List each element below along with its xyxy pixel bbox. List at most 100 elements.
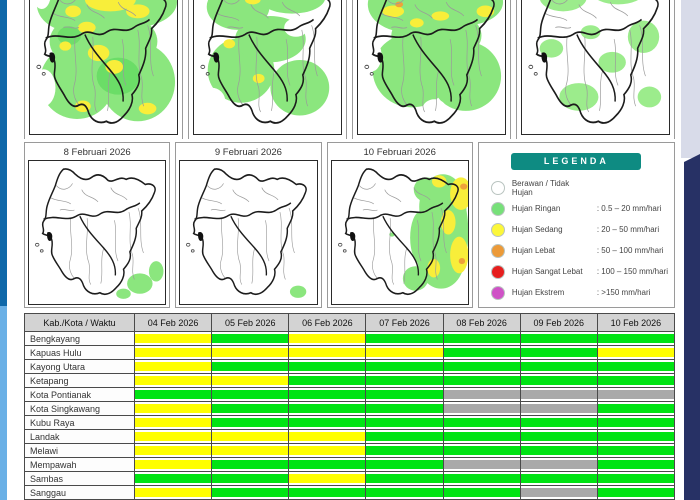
table-row: Sambas bbox=[24, 471, 676, 486]
forecast-color-band bbox=[289, 446, 365, 455]
table-date-header: 09 Feb 2026 bbox=[519, 313, 598, 332]
right-accent-stripe-top bbox=[681, 0, 700, 158]
forecast-color-band bbox=[444, 474, 520, 483]
table-row: Kota Pontianak bbox=[24, 387, 676, 402]
forecast-table: Kab./Kota / Waktu 04 Feb 2026 05 Feb 2026 0… bbox=[24, 313, 676, 500]
legend-item: Berawan / Tidak Hujan bbox=[485, 177, 668, 198]
forecast-color-band bbox=[366, 404, 443, 413]
forecast-color-band bbox=[135, 488, 211, 497]
region-name-cell: Kota Singkawang bbox=[24, 401, 135, 416]
legend-item-name: Hujan Sedang bbox=[511, 225, 563, 234]
forecast-color-band bbox=[366, 418, 443, 427]
legend-item: Hujan Sedang: 20 – 50 mm/hari bbox=[485, 219, 668, 240]
forecast-cell-gray bbox=[442, 401, 521, 416]
rain-map-9feb bbox=[179, 160, 318, 305]
forecast-color-band bbox=[366, 390, 443, 399]
forecast-cell-yellow bbox=[133, 331, 213, 346]
forecast-color-band bbox=[598, 376, 674, 385]
forecast-color-band bbox=[598, 446, 674, 455]
forecast-cell-yellow bbox=[288, 471, 367, 486]
forecast-color-band bbox=[135, 432, 211, 441]
legend-color-dot bbox=[490, 180, 505, 195]
forecast-cell-green bbox=[365, 485, 444, 500]
forecast-cell-green bbox=[211, 331, 290, 346]
forecast-color-band bbox=[289, 488, 365, 497]
forecast-cell-gray bbox=[519, 485, 598, 500]
forecast-color-band bbox=[444, 432, 520, 441]
forecast-cell-green bbox=[596, 471, 676, 486]
forecast-color-band bbox=[135, 390, 211, 399]
forecast-color-band bbox=[521, 348, 597, 357]
forecast-color-band bbox=[135, 418, 211, 427]
forecast-color-band bbox=[366, 474, 443, 483]
legend-color-dot bbox=[490, 222, 505, 237]
forecast-color-band bbox=[212, 348, 288, 357]
forecast-maps-row-bottom: 8 Februari 2026 9 Februari 2026 bbox=[24, 142, 675, 308]
forecast-color-band bbox=[444, 404, 520, 413]
forecast-color-band bbox=[444, 390, 520, 399]
table-date-header: 08 Feb 2026 bbox=[442, 313, 521, 332]
forecast-cell-green bbox=[288, 485, 367, 500]
forecast-color-band bbox=[521, 404, 597, 413]
forecast-color-band bbox=[212, 488, 288, 497]
table-date-header: 06 Feb 2026 bbox=[288, 313, 367, 332]
region-name-cell: Sanggau bbox=[24, 485, 135, 500]
forecast-cell-yellow bbox=[288, 345, 367, 360]
forecast-color-band bbox=[521, 446, 597, 455]
region-name-cell: Landak bbox=[24, 429, 135, 444]
table-row: Mempawah bbox=[24, 457, 676, 472]
legend-color-dot bbox=[490, 243, 505, 258]
legend-item-name: Hujan Ekstrem bbox=[511, 288, 565, 297]
forecast-cell-green bbox=[211, 387, 290, 402]
forecast-cell-green bbox=[288, 359, 367, 374]
table-date-header: 10 Feb 2026 bbox=[596, 313, 676, 332]
forecast-cell-green bbox=[596, 401, 676, 416]
forecast-cell-yellow bbox=[133, 429, 213, 444]
forecast-cell-yellow bbox=[288, 331, 367, 346]
region-name-cell: Kubu Raya bbox=[24, 415, 135, 430]
forecast-cell-green bbox=[442, 429, 521, 444]
forecast-cell-green bbox=[596, 443, 676, 458]
forecast-cell-green bbox=[288, 457, 367, 472]
map-panel-9feb: 9 Februari 2026 bbox=[175, 142, 322, 308]
forecast-cell-green bbox=[288, 401, 367, 416]
forecast-color-band bbox=[598, 432, 674, 441]
forecast-cell-yellow bbox=[211, 345, 290, 360]
forecast-color-band bbox=[598, 488, 674, 497]
forecast-color-band bbox=[598, 334, 674, 343]
forecast-cell-green bbox=[365, 443, 444, 458]
forecast-color-band bbox=[135, 460, 211, 469]
table-date-header: 07 Feb 2026 bbox=[365, 313, 444, 332]
forecast-color-band bbox=[366, 460, 443, 469]
legend-color-dot bbox=[490, 285, 505, 300]
forecast-color-band bbox=[289, 362, 365, 371]
forecast-cell-yellow bbox=[133, 485, 213, 500]
forecast-cell-green bbox=[365, 373, 444, 388]
forecast-color-band bbox=[212, 390, 288, 399]
legend-color-dot bbox=[490, 264, 505, 279]
map-date-label: 8 Februari 2026 bbox=[63, 147, 131, 158]
forecast-color-band bbox=[212, 334, 288, 343]
left-accent-stripe bbox=[0, 0, 7, 500]
forecast-color-band bbox=[135, 474, 211, 483]
forecast-color-band bbox=[521, 362, 597, 371]
forecast-color-band bbox=[598, 418, 674, 427]
forecast-cell-gray bbox=[519, 387, 598, 402]
forecast-cell-green bbox=[365, 415, 444, 430]
map-panel-1 bbox=[24, 0, 183, 139]
forecast-cell-yellow bbox=[288, 429, 367, 444]
forecast-cell-green bbox=[365, 401, 444, 416]
forecast-cell-green bbox=[365, 429, 444, 444]
region-name-cell: Kayong Utara bbox=[24, 359, 135, 374]
region-name-cell: Kapuas Hulu bbox=[24, 345, 135, 360]
forecast-color-band bbox=[521, 376, 597, 385]
forecast-cell-yellow bbox=[133, 345, 213, 360]
forecast-color-band bbox=[521, 334, 597, 343]
forecast-color-band bbox=[289, 334, 365, 343]
map-panel-2 bbox=[188, 0, 347, 139]
forecast-color-band bbox=[289, 418, 365, 427]
map-panel-10feb: 10 Februari 2026 bbox=[326, 142, 473, 308]
forecast-cell-green bbox=[596, 415, 676, 430]
forecast-color-band bbox=[366, 488, 443, 497]
